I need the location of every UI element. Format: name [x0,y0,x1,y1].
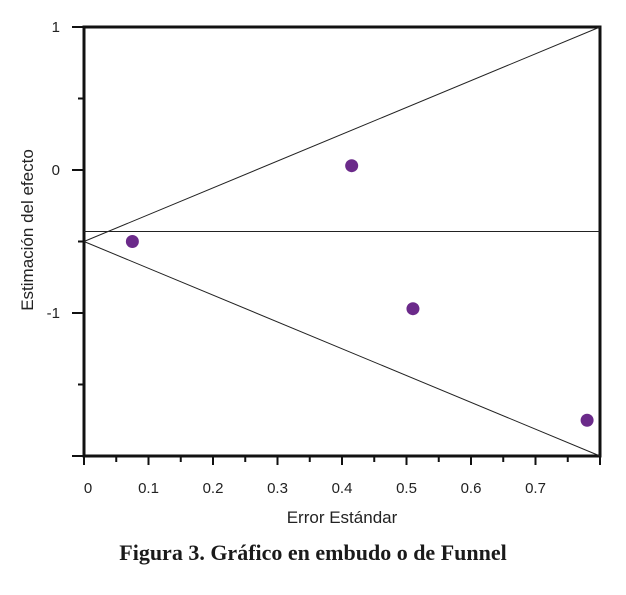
funnel-plot: 0 0.1 0.2 0.3 0.4 0.5 0.6 0.7 1 0 -1 Error Estánd… [18,19,602,527]
x-tick-label: 0.3 [267,480,288,497]
figure-caption: Figura 3. Gráfico en embudo o de Funnel [119,540,507,565]
data-point [580,413,594,427]
y-axis-ticks: 1 0 -1 [47,19,84,457]
x-tick-label: 0.1 [138,480,159,497]
data-point [345,159,359,173]
funnel-lower-line [83,241,601,457]
funnel-upper-line [83,26,601,242]
x-tick-label: 0.2 [203,480,224,497]
x-tick-label: 0.7 [525,480,546,497]
data-point [125,235,139,248]
reference-lines [83,26,601,457]
y-axis-label: Estimación del efecto [18,149,37,311]
plot-frame [82,25,602,458]
x-tick-label: 0.6 [461,480,482,497]
x-axis-label: Error Estándar [287,508,398,527]
data-points [125,159,594,427]
y-tick-label: 1 [52,19,60,36]
y-tick-label: -1 [47,305,60,322]
x-tick-label: 0 [84,480,92,497]
x-axis-ticks: 0 0.1 0.2 0.3 0.4 0.5 0.6 0.7 [83,456,601,497]
x-tick-label: 0.5 [396,480,417,497]
data-point [406,302,420,316]
x-tick-label: 0.4 [332,480,353,497]
y-tick-label: 0 [52,162,60,179]
